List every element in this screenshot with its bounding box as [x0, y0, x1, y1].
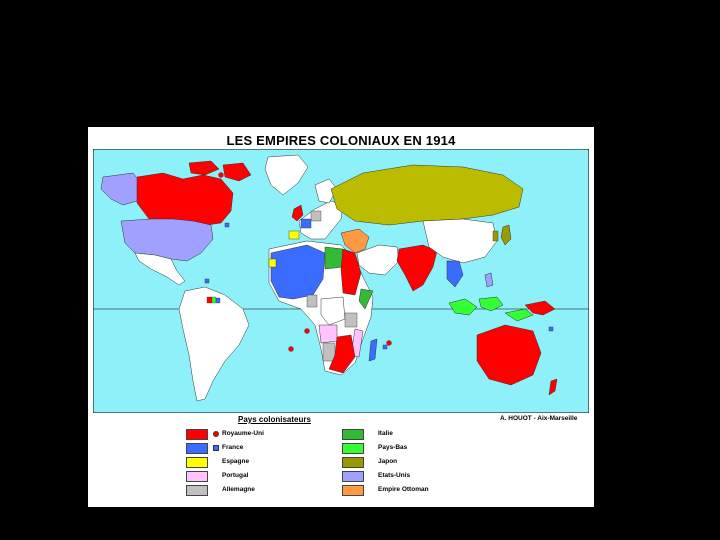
dutch-east-indies: [448, 296, 534, 322]
arctic-islands: [188, 160, 252, 182]
southern-africa: [328, 334, 356, 374]
legend-item: Etats-Unis: [342, 471, 482, 483]
china: [422, 218, 498, 264]
egypt-sudan: [340, 248, 362, 296]
french-guiana: [215, 297, 221, 304]
alaska: [100, 172, 142, 206]
legend-item: France: [186, 443, 326, 455]
legend-item: Japon: [342, 457, 482, 469]
somaliland: [358, 288, 374, 310]
suriname: [211, 296, 217, 304]
circle-marker-icon: [213, 431, 219, 437]
uk-colony-marker: [304, 328, 310, 334]
british-isles: [291, 204, 304, 222]
legend-label: Royaume-Uni: [222, 430, 264, 437]
square-marker-icon: [213, 445, 219, 451]
greenland: [264, 154, 309, 196]
legend-title: Pays colonisateurs: [238, 415, 311, 424]
legend-label: Etats-Unis: [378, 472, 411, 479]
legend-item: Espagne: [186, 457, 326, 469]
world-map: [93, 149, 589, 413]
rio-de-oro: [268, 258, 277, 268]
legend-label: Italie: [378, 430, 393, 437]
legend-item: Royaume-Uni: [186, 429, 326, 441]
france-colony-marker: [224, 222, 230, 228]
legend-label: Allemagne: [222, 486, 255, 493]
france-colony-marker: [382, 344, 388, 350]
legend-swatch: [342, 457, 364, 468]
map-credit: A. HOUOT - Aix-Marseille: [500, 415, 578, 422]
korea: [492, 230, 499, 242]
russia: [330, 164, 524, 226]
colonial-map-card: LES EMPIRES COLONIAUX EN 1914: [88, 127, 594, 507]
persia-arabia: [356, 244, 400, 276]
legend-label: Pays-Bas: [378, 444, 408, 451]
german-east-africa: [344, 312, 358, 328]
legend-swatch: [342, 485, 364, 496]
legend-label: Portugal: [222, 472, 249, 479]
japan: [500, 224, 512, 246]
legend-swatch: [186, 443, 208, 454]
legend-swatch: [186, 457, 208, 468]
legend-label: Empire Ottoman: [378, 486, 429, 493]
ottoman-empire: [340, 228, 370, 254]
guyana: [206, 296, 213, 304]
legend-swatch: [342, 429, 364, 440]
india: [396, 244, 438, 292]
philippines: [484, 272, 494, 288]
sw-africa: [322, 342, 336, 362]
germany: [310, 210, 322, 222]
uk-colony-marker: [218, 172, 224, 178]
australia: [476, 324, 542, 386]
legend-swatch: [186, 471, 208, 482]
cameroon: [306, 294, 318, 308]
congo: [320, 296, 346, 326]
legend-swatch: [342, 443, 364, 454]
madagascar: [368, 338, 378, 362]
map-title: LES EMPIRES COLONIAUX EN 1914: [226, 133, 456, 148]
legend-swatch: [186, 485, 208, 496]
legend-item: Italie: [342, 429, 482, 441]
new-zealand: [548, 378, 558, 396]
legend-item: Pays-Bas: [342, 443, 482, 455]
france-colony-marker: [548, 326, 554, 332]
france-colony-marker: [204, 278, 210, 284]
libya: [324, 246, 344, 270]
france: [300, 218, 312, 229]
uk-colony-marker: [386, 340, 392, 346]
legend-item: Allemagne: [186, 485, 326, 497]
indochina: [446, 260, 464, 288]
legend-label: France: [222, 444, 244, 451]
canada: [136, 172, 234, 226]
new-guinea: [524, 300, 556, 316]
legend-item: Portugal: [186, 471, 326, 483]
south-america: [178, 286, 250, 402]
legend-swatch: [186, 429, 208, 440]
spain: [288, 230, 300, 240]
uk-colony-marker: [288, 346, 294, 352]
legend-label: Espagne: [222, 458, 250, 465]
legend-swatch: [342, 471, 364, 482]
angola: [318, 324, 338, 344]
legend-label: Japon: [378, 458, 398, 465]
legend-item: Empire Ottoman: [342, 485, 482, 497]
mexico: [134, 252, 186, 286]
